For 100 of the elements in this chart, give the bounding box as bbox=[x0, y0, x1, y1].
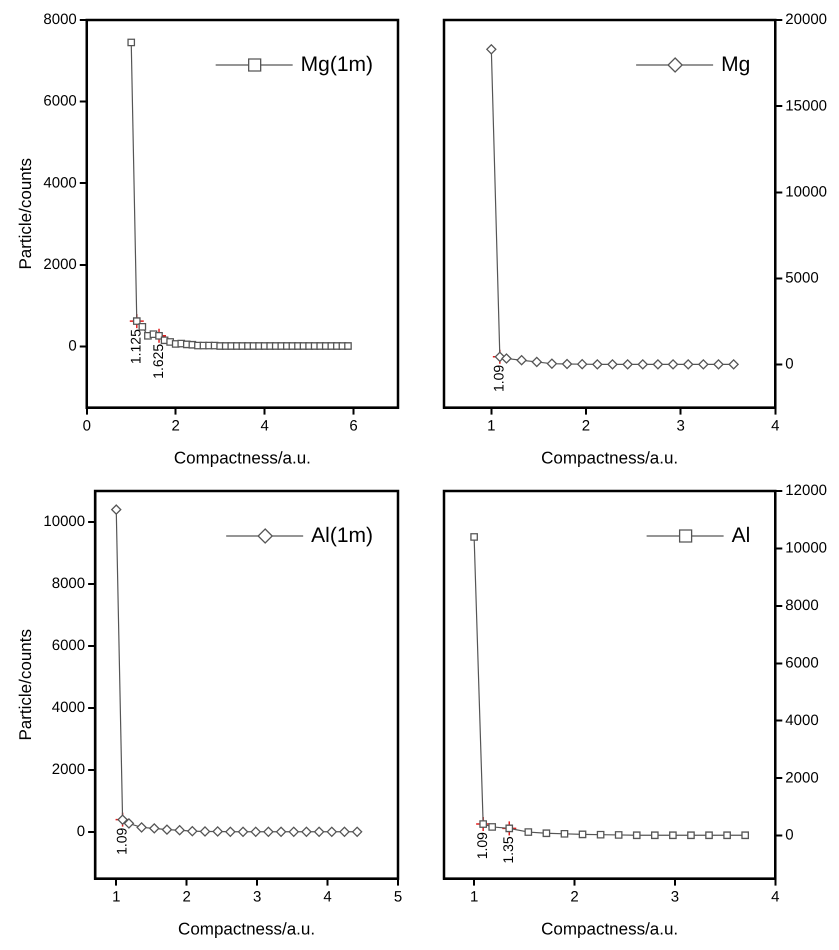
point bbox=[741, 831, 750, 840]
y-tick-label: 2000 bbox=[43, 256, 77, 273]
y-tick-label: 8000 bbox=[43, 11, 77, 28]
x-tick-label: 3 bbox=[670, 888, 680, 906]
x-axis-title: Compactness/a.u. bbox=[541, 919, 678, 938]
y-tick-label: 5000 bbox=[785, 270, 819, 287]
y-tick-label: 8000 bbox=[785, 596, 819, 614]
legend-label: Mg(1m) bbox=[300, 52, 374, 76]
x-axis-title: Compactness/a.u. bbox=[541, 448, 678, 468]
point bbox=[652, 359, 664, 370]
point bbox=[638, 359, 648, 370]
y-tick-label: 4000 bbox=[785, 712, 819, 729]
annotation: 1.125 bbox=[128, 328, 144, 364]
point bbox=[578, 830, 586, 838]
y-tick-label: 6000 bbox=[52, 637, 86, 654]
x-tick-label: 4 bbox=[771, 888, 780, 906]
point bbox=[276, 826, 286, 837]
annotation: 1.625 bbox=[150, 344, 166, 379]
point bbox=[562, 358, 572, 370]
point bbox=[546, 358, 558, 369]
x-tick-label: 5 bbox=[394, 888, 402, 906]
legend-label: Al(1m) bbox=[311, 524, 374, 547]
point bbox=[149, 823, 160, 834]
point bbox=[668, 359, 678, 370]
y-tick-label: 2000 bbox=[785, 769, 819, 786]
annotation: 1.09 bbox=[490, 364, 507, 392]
point bbox=[344, 342, 352, 350]
point bbox=[723, 831, 731, 840]
x-axis-title: Compactness/a.u. bbox=[178, 919, 316, 938]
point bbox=[607, 359, 618, 370]
point bbox=[650, 831, 659, 840]
point bbox=[501, 353, 512, 364]
point bbox=[314, 826, 324, 837]
annotation: 1.09 bbox=[474, 832, 490, 860]
x-tick-label: 6 bbox=[349, 418, 358, 435]
x-tick-label: 2 bbox=[172, 418, 180, 435]
y-tick-label: 4000 bbox=[52, 699, 86, 716]
y-tick-label: 6000 bbox=[43, 92, 77, 110]
point bbox=[592, 359, 602, 370]
point bbox=[596, 830, 604, 839]
annotation: 1.09 bbox=[113, 827, 130, 855]
x-axis-title: Compactness/a.u. bbox=[174, 448, 311, 468]
y-tick-label: 6000 bbox=[785, 654, 819, 672]
x-tick-label: 2 bbox=[570, 888, 579, 906]
point bbox=[326, 826, 337, 837]
x-tick-label: 1 bbox=[470, 888, 478, 906]
point bbox=[524, 828, 532, 836]
y-axis-title: Particle/counts bbox=[16, 629, 35, 741]
point bbox=[683, 359, 694, 370]
y-tick-label: 12000 bbox=[785, 482, 828, 500]
annotation: 1.35 bbox=[500, 836, 516, 864]
point bbox=[138, 322, 146, 331]
x-tick-label: 1 bbox=[487, 418, 496, 435]
point bbox=[263, 826, 274, 837]
point bbox=[577, 359, 588, 370]
point bbox=[339, 826, 350, 837]
point bbox=[728, 359, 739, 370]
point bbox=[614, 831, 623, 839]
point bbox=[301, 826, 312, 837]
y-tick-label: 0 bbox=[68, 338, 77, 355]
x-tick-label: 2 bbox=[182, 888, 191, 906]
point bbox=[212, 826, 223, 837]
point bbox=[174, 825, 185, 836]
point bbox=[560, 830, 568, 838]
point bbox=[288, 826, 299, 837]
point bbox=[532, 356, 542, 368]
legend-label: Mg bbox=[721, 52, 750, 76]
x-tick-label: 4 bbox=[771, 418, 780, 435]
point bbox=[250, 826, 261, 837]
point bbox=[486, 44, 496, 54]
x-tick-label: 3 bbox=[252, 888, 262, 906]
y-tick-label: 0 bbox=[785, 356, 794, 373]
point bbox=[238, 826, 248, 837]
point bbox=[516, 355, 527, 366]
point bbox=[687, 831, 695, 840]
point bbox=[488, 823, 496, 831]
y-tick-label: 20000 bbox=[785, 11, 828, 28]
point bbox=[622, 359, 633, 370]
point bbox=[187, 826, 198, 836]
point bbox=[136, 822, 147, 833]
x-tick-label: 4 bbox=[260, 418, 269, 435]
y-tick-label: 2000 bbox=[52, 761, 86, 778]
x-tick-label: 3 bbox=[676, 418, 685, 435]
y-tick-label: 10000 bbox=[43, 513, 86, 530]
y-tick-label: 10000 bbox=[785, 540, 828, 557]
x-tick-label: 4 bbox=[323, 888, 332, 906]
y-tick-label: 4000 bbox=[43, 174, 77, 192]
x-tick-label: 1 bbox=[112, 888, 120, 906]
point bbox=[225, 826, 236, 837]
point bbox=[669, 831, 677, 840]
point bbox=[111, 504, 122, 515]
point bbox=[698, 359, 708, 370]
point bbox=[705, 831, 713, 840]
point bbox=[713, 359, 724, 370]
point bbox=[200, 826, 210, 837]
y-tick-label: 8000 bbox=[52, 575, 86, 592]
y-tick-label: 15000 bbox=[785, 97, 828, 114]
point bbox=[162, 824, 172, 835]
y-tick-label: 0 bbox=[785, 826, 794, 844]
point bbox=[352, 826, 362, 837]
